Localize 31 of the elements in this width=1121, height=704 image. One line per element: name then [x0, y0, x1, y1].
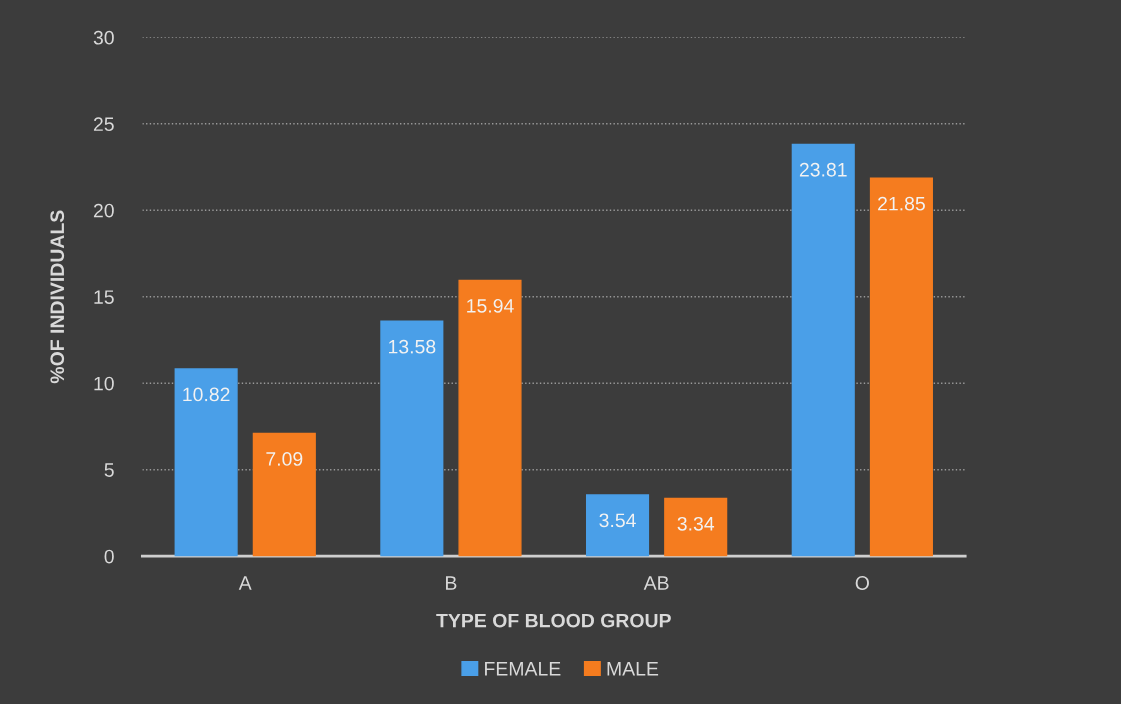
- data-label: 23.81: [799, 162, 847, 177]
- legend-label: FEMALE: [485, 662, 561, 676]
- bar: [869, 177, 933, 557]
- y-tick-label: 0: [104, 549, 114, 564]
- bar: [664, 497, 728, 557]
- bar: [174, 368, 238, 557]
- data-label: 3.54: [599, 513, 636, 528]
- y-tick-label: 20: [93, 203, 114, 218]
- y-tick-label: 5: [104, 463, 114, 477]
- x-tick-label: AB: [643, 576, 669, 590]
- bar: [252, 432, 316, 557]
- x-axis-title: TYPE OF BLOOD GROUP: [436, 613, 671, 628]
- y-tick-label: 25: [93, 117, 114, 132]
- y-axis-title: %OF INDIVIDUALS: [50, 210, 65, 384]
- data-label: 7.09: [266, 452, 303, 466]
- bar: [585, 494, 650, 557]
- data-label: 10.82: [183, 387, 230, 402]
- y-tick-label: 15: [94, 290, 114, 304]
- y-tick-label: 10: [94, 376, 114, 391]
- legend-label: MALE: [607, 662, 659, 676]
- data-label: 13.58: [388, 339, 436, 354]
- bar: [458, 279, 522, 557]
- bar: [791, 143, 855, 557]
- x-tick-label: O: [855, 576, 869, 590]
- y-tick-label: 30: [93, 30, 114, 45]
- bar: [380, 320, 444, 557]
- x-tick-label: A: [238, 576, 252, 590]
- data-label: 3.34: [677, 516, 715, 531]
- data-label: 21.85: [878, 196, 925, 211]
- x-tick-label: B: [446, 576, 457, 590]
- data-label: 15.94: [467, 298, 514, 313]
